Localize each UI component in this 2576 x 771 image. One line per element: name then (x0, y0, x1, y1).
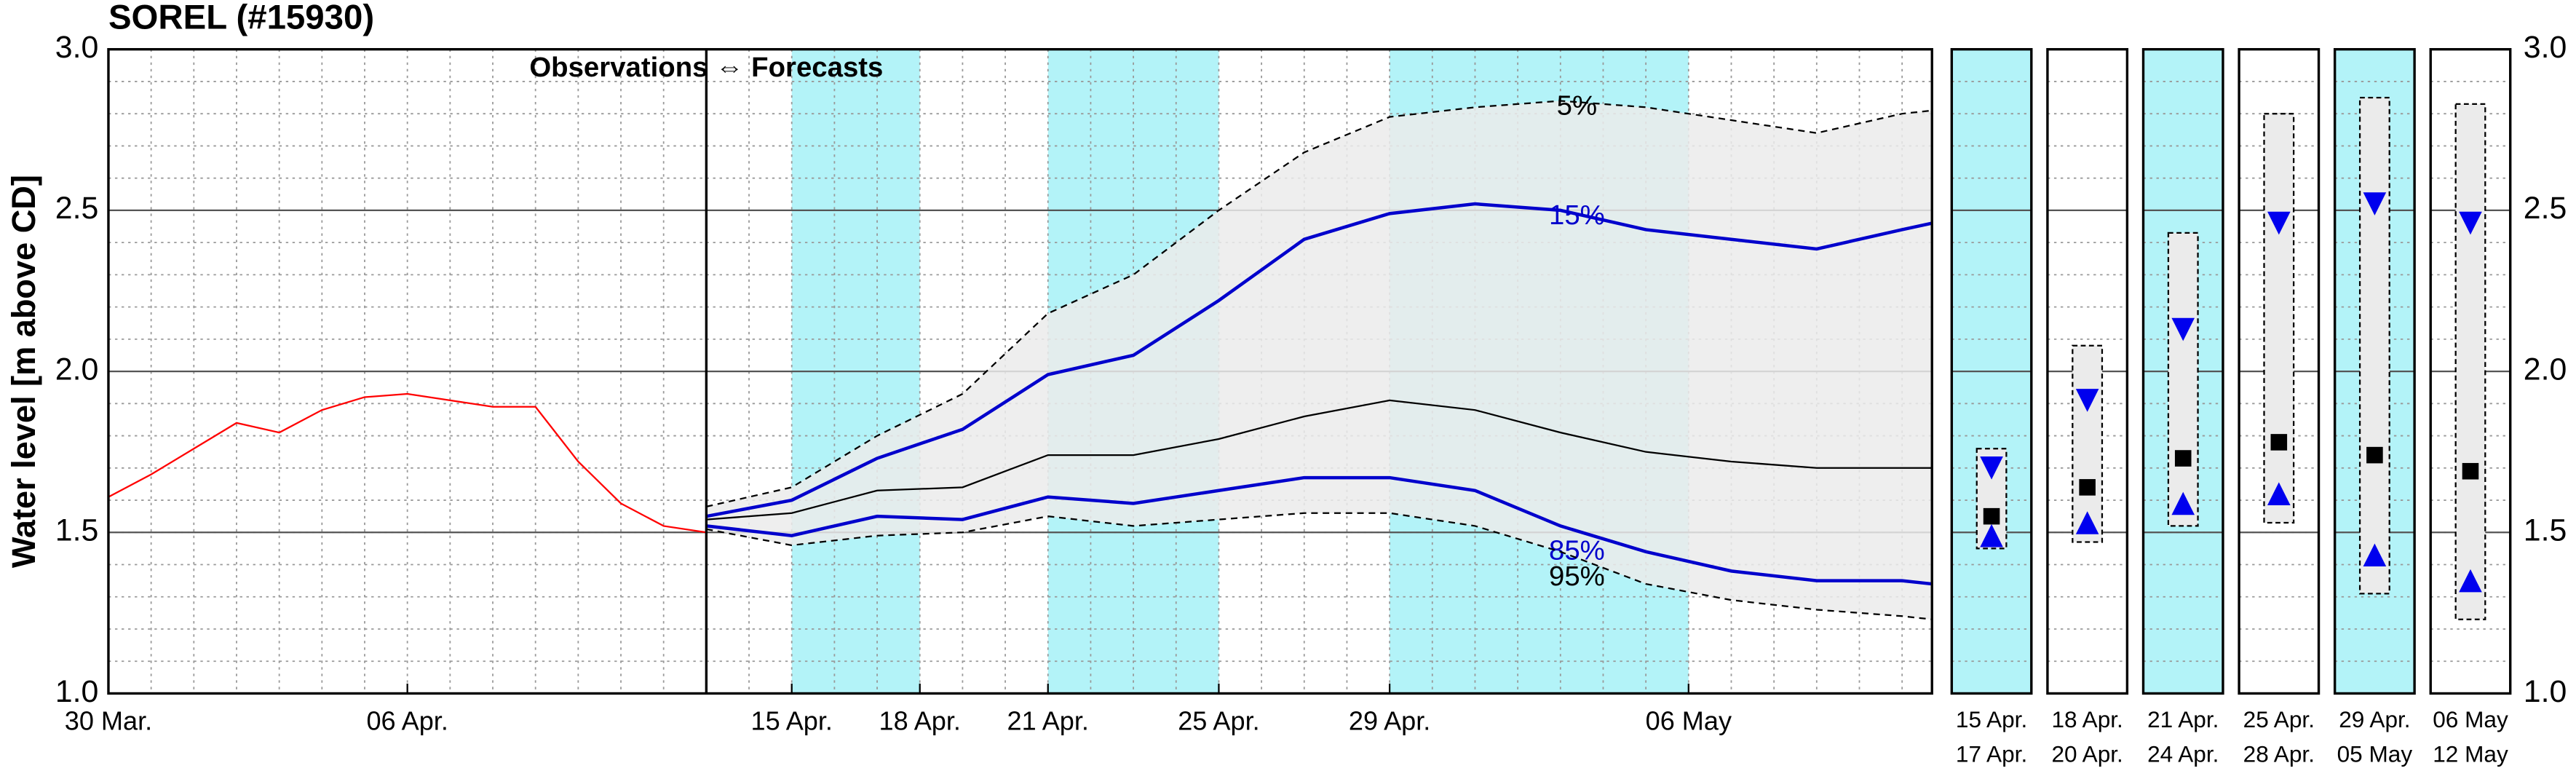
panel-frame (2333, 48, 2416, 695)
y-tick-label: 2.0 (55, 352, 99, 387)
panel-frame (1950, 48, 2033, 695)
panel-label: 24 Apr. (2147, 741, 2219, 767)
panel-label: 29 Apr. (2339, 706, 2410, 732)
y2-tick-label: 1.5 (2524, 513, 2567, 548)
x-tick-label: 29 Apr. (1349, 706, 1430, 736)
marker-85 (2075, 511, 2099, 534)
panel-label: 21 Apr. (2147, 706, 2219, 732)
marker-15 (2075, 389, 2099, 412)
x-tick-label: 25 Apr. (1178, 706, 1259, 736)
y2-tick-label: 2.0 (2524, 352, 2567, 387)
series-line (706, 475, 1933, 586)
panel-label: 12 May (2433, 741, 2508, 767)
series-label: 95% (1549, 561, 1605, 592)
y-axis-label: Water level [m above CD] (5, 175, 42, 568)
marker-85 (2459, 569, 2482, 593)
forecast-envelope (706, 100, 1933, 620)
panel-frame (2046, 48, 2129, 695)
y2-tick-label: 1.0 (2524, 674, 2567, 709)
x-tick-label: 30 Mar. (65, 706, 152, 736)
series-label: 85% (1549, 535, 1605, 566)
x-tick-label: 18 Apr. (879, 706, 961, 736)
panel-label: 05 May (2337, 741, 2413, 767)
panel-frame (2141, 48, 2224, 695)
y2-tick-label: 2.5 (2524, 191, 2567, 226)
marker-median (2079, 479, 2096, 496)
panel-label: 17 Apr. (1956, 741, 2027, 767)
x-tick-label: 06 Apr. (366, 706, 448, 736)
plot-frame (107, 48, 1933, 695)
marker-median (2270, 434, 2288, 451)
chart-title: SOREL (#15930) (108, 0, 374, 37)
y-tick-label: 3.0 (55, 30, 99, 65)
range-box (2263, 113, 2295, 524)
y-tick-label: 2.5 (55, 191, 99, 226)
panel-label: 06 May (2433, 706, 2508, 732)
marker-15 (2171, 317, 2195, 341)
panel-label: 20 Apr. (2051, 741, 2123, 767)
marker-median (1983, 507, 2000, 525)
y-tick-label: 1.0 (55, 674, 99, 709)
series-line (706, 100, 1933, 507)
x-tick-label: 15 Apr. (750, 706, 832, 736)
range-box (2358, 96, 2390, 595)
series-label: 15% (1549, 199, 1605, 231)
marker-85 (2363, 543, 2387, 567)
marker-15 (2459, 211, 2482, 235)
marker-median (2366, 446, 2383, 464)
series-label: 5% (1557, 90, 1597, 122)
marker-15 (2363, 192, 2387, 216)
x-tick-label: 06 May (1646, 706, 1732, 736)
range-box (2072, 344, 2104, 543)
marker-median (2462, 462, 2479, 480)
marker-median (2174, 450, 2192, 467)
marker-15 (2267, 211, 2291, 235)
annotation: Observations ⇔ Forecasts (529, 52, 883, 83)
panel-label: 25 Apr. (2243, 706, 2315, 732)
series-line (108, 392, 707, 534)
marker-85 (1980, 523, 2003, 547)
y-tick-label: 1.5 (55, 513, 99, 548)
x-tick-label: 21 Apr. (1007, 706, 1089, 736)
series-line (706, 512, 1933, 620)
panel-label: 28 Apr. (2243, 741, 2315, 767)
panel-label: 15 Apr. (1956, 706, 2027, 732)
panel-label: 18 Apr. (2051, 706, 2123, 732)
marker-85 (2267, 482, 2291, 505)
panel-frame (2429, 48, 2512, 695)
y2-tick-label: 3.0 (2524, 30, 2567, 65)
marker-85 (2171, 491, 2195, 515)
range-box (2454, 103, 2486, 620)
range-box (2167, 232, 2199, 527)
marker-15 (1980, 456, 2003, 480)
series-line (706, 399, 1933, 521)
series-line (705, 202, 1933, 518)
panel-frame (2238, 48, 2321, 695)
